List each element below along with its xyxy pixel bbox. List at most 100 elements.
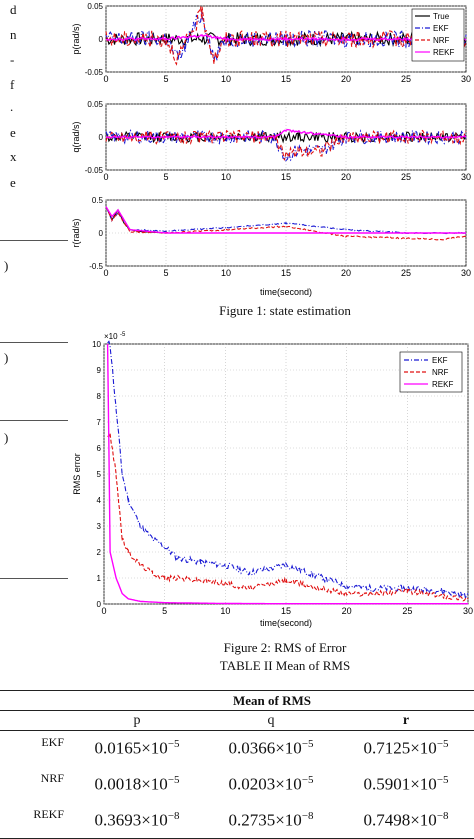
- table-row: REKF 0.3693×10−8 0.2735×10−8 0.7498×10−8: [0, 803, 474, 839]
- y-tick-label: 4: [97, 496, 102, 505]
- mean-rms-table: Mean of RMS p q r EKF 0.0165×10−5 0.0366×1…: [0, 690, 474, 839]
- x-tick-label: 30: [461, 74, 471, 84]
- column-header-p: p: [133, 712, 141, 728]
- x-tick-label: 15: [281, 172, 291, 182]
- x-tick-label: 20: [341, 172, 351, 182]
- x-axis-label: time(second): [260, 618, 312, 628]
- legend-label: NRF: [433, 36, 450, 45]
- fragment-word: e: [10, 175, 16, 190]
- x-tick-label: 0: [103, 268, 108, 278]
- row-label: REKF: [33, 806, 64, 821]
- fragment-word: e: [10, 125, 16, 140]
- x-axis-label: time(second): [260, 287, 312, 297]
- figure-1-state-estimation: 0 5 10 15 20 25 300.050-0.05p(rad/s)0 5 10 15 20 25…: [71, 2, 471, 297]
- y-axis-label: r(rad/s): [71, 218, 81, 247]
- row-label: EKF: [41, 735, 64, 749]
- row-label: NRF: [40, 770, 64, 785]
- y-tick-label: -0.05: [85, 166, 104, 175]
- cell-p: 0.0018×10−5: [94, 774, 180, 794]
- cell-r: 0.7125×10−5: [363, 738, 449, 759]
- series-line-rekf: [105, 206, 466, 234]
- x-tick-label: 5: [163, 74, 168, 84]
- divider: [0, 342, 68, 343]
- y-tick-label: 0: [99, 35, 104, 44]
- x-tick-label: 20: [342, 606, 352, 616]
- table-header: Mean of RMS: [233, 692, 311, 708]
- y-tick-label: 6: [97, 444, 102, 453]
- figure-2-caption: Figure 2: RMS of Error: [223, 640, 347, 655]
- y-tick-label: 2: [97, 548, 102, 557]
- y-tick-label: 7: [97, 418, 102, 427]
- table-row: EKF 0.0165×10−5 0.0366×10−5 0.7125×10−5: [0, 731, 474, 767]
- column-header-q: q: [267, 712, 275, 728]
- divider: [0, 240, 68, 241]
- series-line-nrf: [105, 129, 467, 161]
- x-tick-label: 30: [461, 268, 471, 278]
- x-tick-label: 25: [401, 172, 411, 182]
- table-body: EKF 0.0165×10−5 0.0366×10−5 0.7125×10−5 NRF 0…: [0, 731, 474, 839]
- fragment-word: -: [10, 52, 15, 67]
- fragment-mark: ): [4, 350, 9, 365]
- legend-label: NRF: [432, 368, 449, 377]
- x-tick-label: 15: [281, 268, 291, 278]
- column-header-r: r: [402, 712, 410, 728]
- figure-1-caption: Figure 1: state estimation: [219, 303, 351, 318]
- x-tick-label: 10: [221, 74, 231, 84]
- y-tick-label: 0.05: [87, 100, 103, 109]
- y-tick-label: 0: [99, 133, 104, 142]
- x-tick-label: 5: [163, 268, 168, 278]
- fragment-word: .: [10, 99, 14, 114]
- x-tick-label: 5: [163, 172, 168, 182]
- x-tick-label: 30: [463, 606, 473, 616]
- x-tick-label: 30: [461, 172, 471, 182]
- fragment-word: d: [10, 2, 17, 17]
- fragment-word: x: [10, 149, 17, 164]
- x-tick-label: 10: [221, 172, 231, 182]
- x-tick-label: 20: [341, 74, 351, 84]
- series-line-nrf: [107, 433, 469, 602]
- x-tick-label: 10: [221, 268, 231, 278]
- legend-label: REKF: [432, 380, 453, 389]
- x-tick-label: 5: [162, 606, 167, 616]
- x-tick-label: 10: [220, 606, 230, 616]
- axis-multiplier-exponent: -5: [120, 332, 126, 338]
- y-axis-label: q(rad/s): [71, 121, 81, 152]
- fragment-mark: ): [4, 430, 9, 445]
- y-tick-label: -0.5: [89, 262, 103, 271]
- x-tick-label: 15: [281, 74, 291, 84]
- y-tick-label: 10: [92, 340, 101, 349]
- x-tick-label: 20: [341, 268, 351, 278]
- divider: [0, 420, 68, 421]
- cell-p: 0.0165×10−5: [94, 738, 180, 759]
- x-tick-label: 25: [401, 268, 411, 278]
- y-tick-label: 0.05: [87, 2, 103, 11]
- cell-r: 0.5901×10−5: [363, 774, 449, 794]
- legend-label: True: [433, 12, 450, 21]
- divider: [0, 578, 68, 579]
- y-axis-label: RMS error: [72, 453, 82, 495]
- series-line-nrf: [105, 5, 467, 66]
- cell-r: 0.7498×10−8: [363, 809, 449, 830]
- x-tick-label: 25: [402, 606, 412, 616]
- cell-p: 0.3693×10−8: [94, 809, 180, 830]
- y-tick-label: 1: [97, 574, 102, 583]
- fragment-word: n: [10, 27, 17, 42]
- legend-label: EKF: [432, 356, 448, 365]
- cell-q: 0.0366×10−5: [228, 738, 314, 759]
- series-line-rekf: [106, 343, 468, 605]
- series-line-ekf: [107, 340, 469, 601]
- x-tick-label: 25: [401, 74, 411, 84]
- y-tick-label: 0: [99, 229, 104, 238]
- x-tick-label: 0: [103, 172, 108, 182]
- series-line-ekf: [105, 128, 467, 162]
- x-tick-label: 0: [103, 74, 108, 84]
- y-tick-label: 8: [97, 392, 102, 401]
- y-tick-label: 5: [97, 470, 102, 479]
- series-line-rekf: [105, 128, 467, 140]
- fragment-word: f: [10, 77, 15, 92]
- y-tick-label: 3: [97, 522, 102, 531]
- series-line-rekf: [105, 33, 467, 43]
- cell-q: 0.0203×10−5: [228, 774, 314, 794]
- x-tick-label: 15: [281, 606, 291, 616]
